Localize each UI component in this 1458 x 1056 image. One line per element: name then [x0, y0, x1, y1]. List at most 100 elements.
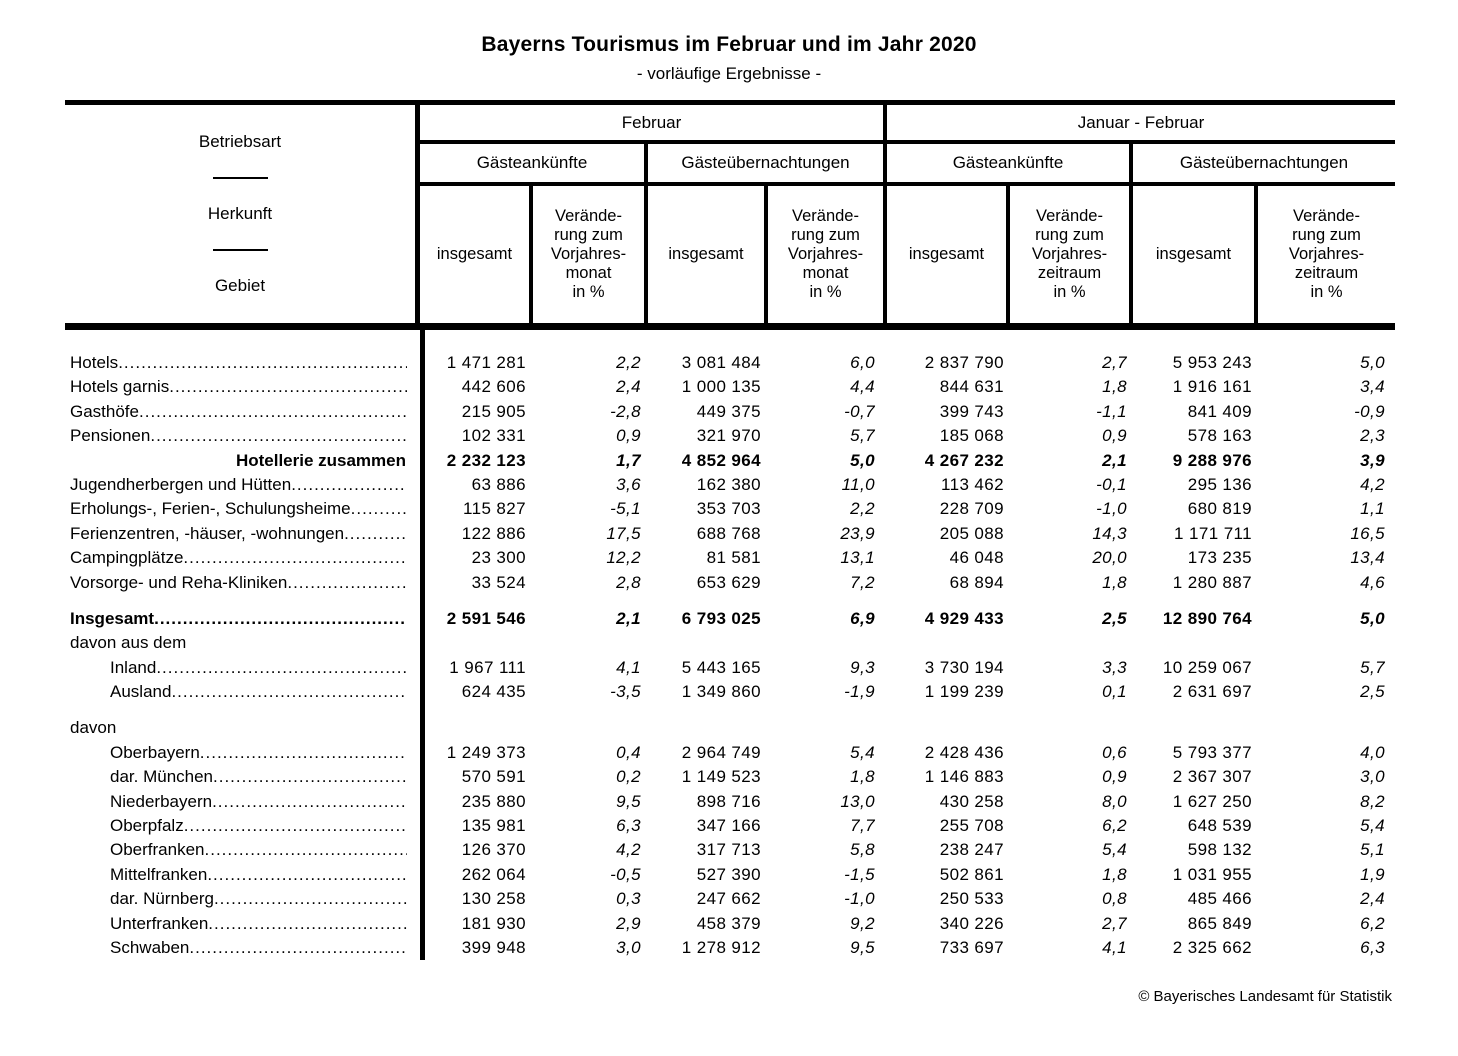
- cell-change-percent: 2,2: [616, 353, 641, 372]
- row-label: Hotels .................................…: [65, 351, 420, 375]
- row-label-text: Inland: [110, 657, 157, 677]
- cell-change-percent: 17,5: [606, 523, 641, 543]
- row-label-text: Oberfranken: [110, 840, 205, 860]
- cell-total: 185 068: [939, 426, 1004, 446]
- cell-change-percent: 16,5: [1350, 523, 1385, 543]
- table-section-2: Insgesamt ..............................…: [65, 595, 1395, 705]
- row-label-text: Oberbayern: [110, 742, 200, 762]
- cell-change-percent: 9,2: [850, 913, 875, 933]
- row-label-text: Ausland: [110, 682, 172, 702]
- stub-label-herkunft: Herkunft: [207, 204, 273, 223]
- cell-total: 485 466: [1187, 889, 1252, 909]
- cell-change-percent: 4,0: [1360, 742, 1385, 762]
- cell-total: 1 146 883: [924, 767, 1004, 787]
- cell-total: 250 533: [939, 889, 1004, 909]
- dot-leader: ........................................…: [212, 791, 407, 811]
- cell-change-percent: 1,8: [850, 767, 875, 787]
- cell-total: 841 409: [1187, 401, 1252, 421]
- row-label: Hotellerie zusammen: [65, 449, 420, 473]
- cell-total: 2 631 697: [1172, 682, 1252, 702]
- cell-total: 653 629: [696, 572, 761, 592]
- table-row: Oberbayern .............................…: [65, 741, 1395, 765]
- cell-change-percent: 5,7: [850, 426, 875, 446]
- table-row: Hotels garnis ..........................…: [65, 375, 1395, 399]
- row-label-text: Unterfranken: [110, 913, 209, 933]
- cell-change-percent: 2,9: [616, 913, 641, 933]
- cell-change-percent: 0,2: [616, 767, 641, 787]
- cell-change-percent: 3,3: [1102, 657, 1127, 677]
- dot-leader: ........................................…: [183, 548, 407, 568]
- cell-total: 115 827: [463, 499, 526, 519]
- cell-change-percent: -5,1: [610, 499, 641, 519]
- cell-change-percent: 0,4: [616, 742, 641, 762]
- cell-total: 12 890 764: [1162, 608, 1252, 628]
- col-gaesteuebernachtungen-februar: Gästeübernachtungen: [648, 144, 887, 182]
- cell-change-percent: 13,0: [840, 791, 875, 811]
- cell-total: 3 081 484: [681, 353, 761, 372]
- cell-total: 688 768: [696, 523, 761, 543]
- cell-total: 23 300: [471, 548, 526, 568]
- col-group-februar: Februar: [420, 105, 887, 140]
- cell-change-percent: 5,7: [1360, 657, 1385, 677]
- cell-change-percent: 0,8: [1102, 889, 1127, 909]
- cell-total: 238 247: [939, 840, 1004, 860]
- dot-leader: ........................................…: [350, 499, 407, 519]
- cell-total: 81 581: [706, 548, 761, 568]
- cell-total: 2 325 662: [1172, 937, 1252, 957]
- row-label: Ferienzentren, -häuser, -wohnungen .....…: [65, 522, 420, 546]
- cell-change-percent: 5,0: [850, 450, 875, 470]
- cell-total: 126 370: [461, 840, 526, 860]
- row-label: Insgesamt ..............................…: [65, 607, 420, 631]
- period-header-row: Februar Januar - Februar: [420, 105, 1395, 144]
- subcol-veraenderung: Verände- rung zum Vorjahres- monat in %: [533, 186, 648, 323]
- cell-total: 295 136: [1187, 474, 1252, 494]
- cell-total: 122 886: [461, 523, 526, 543]
- cell-total: 578 163: [1187, 426, 1252, 446]
- cell-change-percent: 3,0: [1360, 767, 1385, 787]
- row-label: Gasthöfe ...............................…: [65, 400, 420, 424]
- cell-change-percent: -0,1: [1096, 474, 1127, 494]
- row-label: Mittelfranken ..........................…: [65, 863, 420, 887]
- cell-change-percent: 3,4: [1360, 377, 1385, 397]
- subcol-insgesamt: insgesamt: [887, 186, 1010, 323]
- table-row: Jugendherbergen und Hütten .............…: [65, 473, 1395, 497]
- column-headers: Februar Januar - Februar Gästeankünfte G…: [420, 105, 1395, 323]
- cell-change-percent: 3,9: [1360, 450, 1385, 470]
- cell-total: 4 929 433: [924, 608, 1004, 628]
- cell-change-percent: 0,1: [1102, 682, 1127, 702]
- cell-total: 6 793 025: [681, 608, 761, 628]
- cell-change-percent: 6,3: [616, 816, 641, 836]
- cell-total: 215 905: [461, 401, 526, 421]
- cell-total: 255 708: [939, 816, 1004, 836]
- table-row: davon: [65, 716, 1395, 740]
- cell-change-percent: 2,1: [1102, 450, 1127, 470]
- cell-change-percent: 6,2: [1360, 913, 1385, 933]
- cell-total: 598 132: [1187, 840, 1252, 860]
- cell-total: 1 199 239: [924, 682, 1004, 702]
- cell-change-percent: 13,4: [1350, 548, 1385, 568]
- table-row: Ferienzentren, -häuser, -wohnungen .....…: [65, 522, 1395, 546]
- cell-change-percent: 7,7: [850, 816, 875, 836]
- cell-change-percent: 1,7: [616, 450, 641, 470]
- row-label-text: Schwaben: [110, 937, 190, 957]
- cell-total: 2 591 546: [446, 608, 526, 628]
- cell-change-percent: 8,2: [1360, 791, 1385, 811]
- cell-total: 1 149 523: [681, 767, 761, 787]
- table-body: Hotels .................................…: [65, 330, 1395, 961]
- divider-line: [212, 249, 268, 251]
- cell-total: 1 031 955: [1172, 864, 1252, 884]
- cell-total: 1 967 111: [449, 657, 526, 677]
- cell-total: 205 088: [939, 523, 1004, 543]
- cell-change-percent: 4,1: [616, 657, 641, 677]
- table-row: Gasthöfe ...............................…: [65, 400, 1395, 424]
- cell-change-percent: -1,0: [844, 889, 875, 909]
- row-label-text: Hotellerie zusammen: [235, 450, 406, 470]
- cell-total: 5 443 165: [681, 657, 761, 677]
- cell-total: 570 591: [461, 767, 526, 787]
- cell-total: 898 716: [696, 791, 761, 811]
- dot-leader: ........................................…: [213, 767, 407, 787]
- cell-change-percent: -0,5: [610, 864, 641, 884]
- cell-total: 1 171 711: [1174, 523, 1252, 543]
- dot-leader: ........................................…: [183, 816, 407, 836]
